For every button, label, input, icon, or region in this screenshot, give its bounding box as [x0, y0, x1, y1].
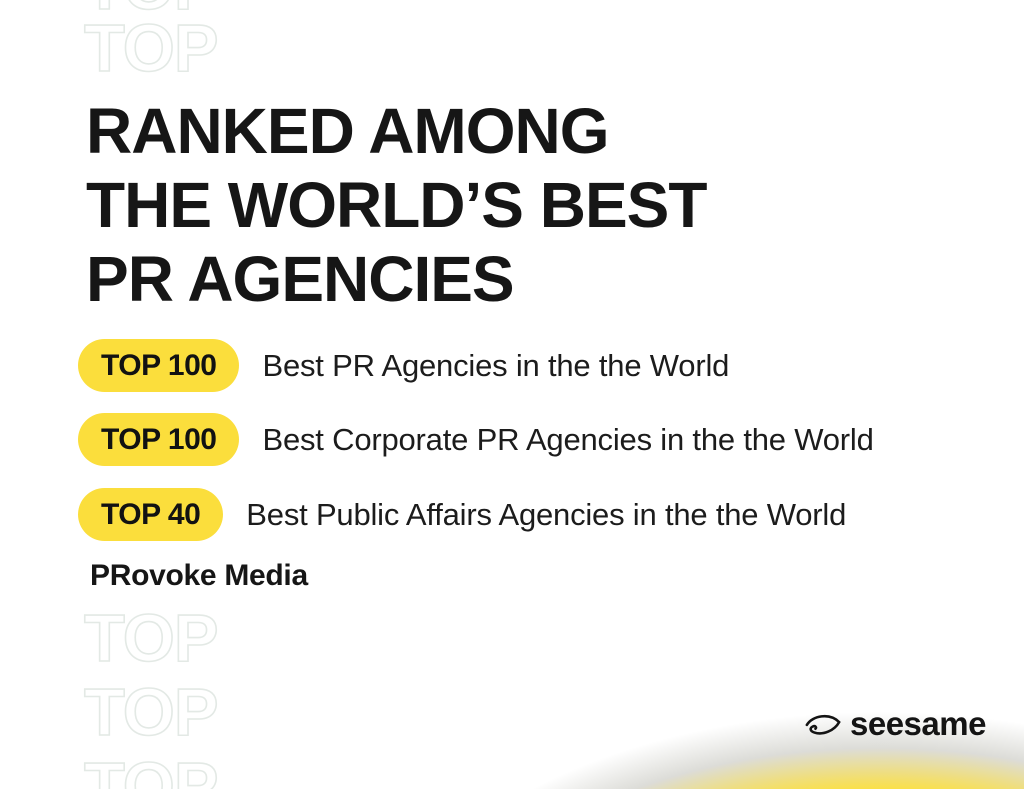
page-title-line-3: PR AGENCIES: [86, 243, 515, 315]
seesame-wordmark: seesame: [850, 705, 986, 742]
page-title-line-1: RANKED AMONG: [86, 95, 610, 167]
ranking-row: TOP 100 Best Corporate PR Agencies in th…: [78, 413, 874, 466]
top-40-badge: TOP 40: [78, 488, 224, 541]
ranking-row: TOP 40 Best Public Affairs Agencies in t…: [78, 488, 846, 541]
page-title: RANKED AMONG THE WORLD’S BEST PR AGENCIE…: [86, 94, 707, 316]
ranking-label: Best PR Agencies in the the World: [262, 347, 730, 383]
ranking-label: Best Corporate PR Agencies in the the Wo…: [262, 421, 874, 457]
watermark-top-text: TOP: [83, 749, 219, 789]
seesame-eye-icon: [804, 710, 842, 738]
top-100-badge: TOP 100: [78, 339, 240, 392]
watermark-top-text: TOP: [83, 675, 219, 750]
yellow-blob-background: [240, 640, 1024, 789]
page-title-line-2: THE WORLD’S BEST: [86, 169, 707, 241]
seesame-logo: seesame: [804, 705, 986, 743]
top-100-badge: TOP 100: [78, 413, 240, 466]
watermark-top-text: TOP: [83, 601, 219, 676]
watermark-top-text: TOP: [83, 0, 219, 21]
ranking-row: TOP 100 Best PR Agencies in the the Worl…: [78, 339, 729, 392]
watermark-top-text: TOP: [83, 11, 219, 86]
ranking-label: Best Public Affairs Agencies in the the …: [246, 496, 847, 532]
source-attribution: PRovoke Media: [90, 559, 308, 592]
